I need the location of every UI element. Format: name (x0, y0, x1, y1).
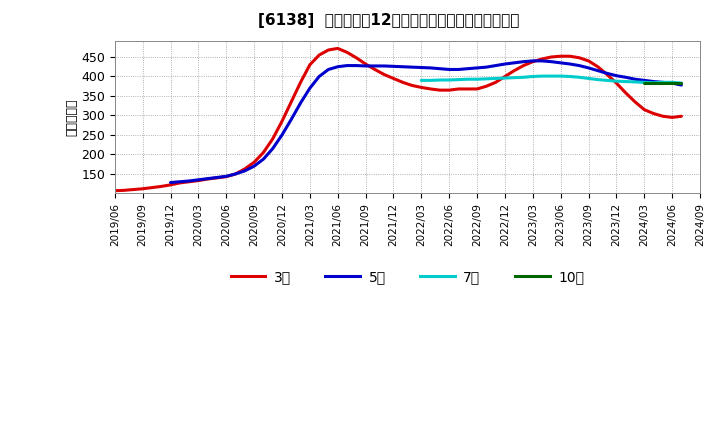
Text: [6138]  当期純利益12か月移動合計の標準偏差の推移: [6138] 当期純利益12か月移動合計の標準偏差の推移 (258, 13, 520, 28)
Y-axis label: （百万円）: （百万円） (66, 99, 78, 136)
Legend: 3年, 5年, 7年, 10年: 3年, 5年, 7年, 10年 (225, 264, 590, 290)
